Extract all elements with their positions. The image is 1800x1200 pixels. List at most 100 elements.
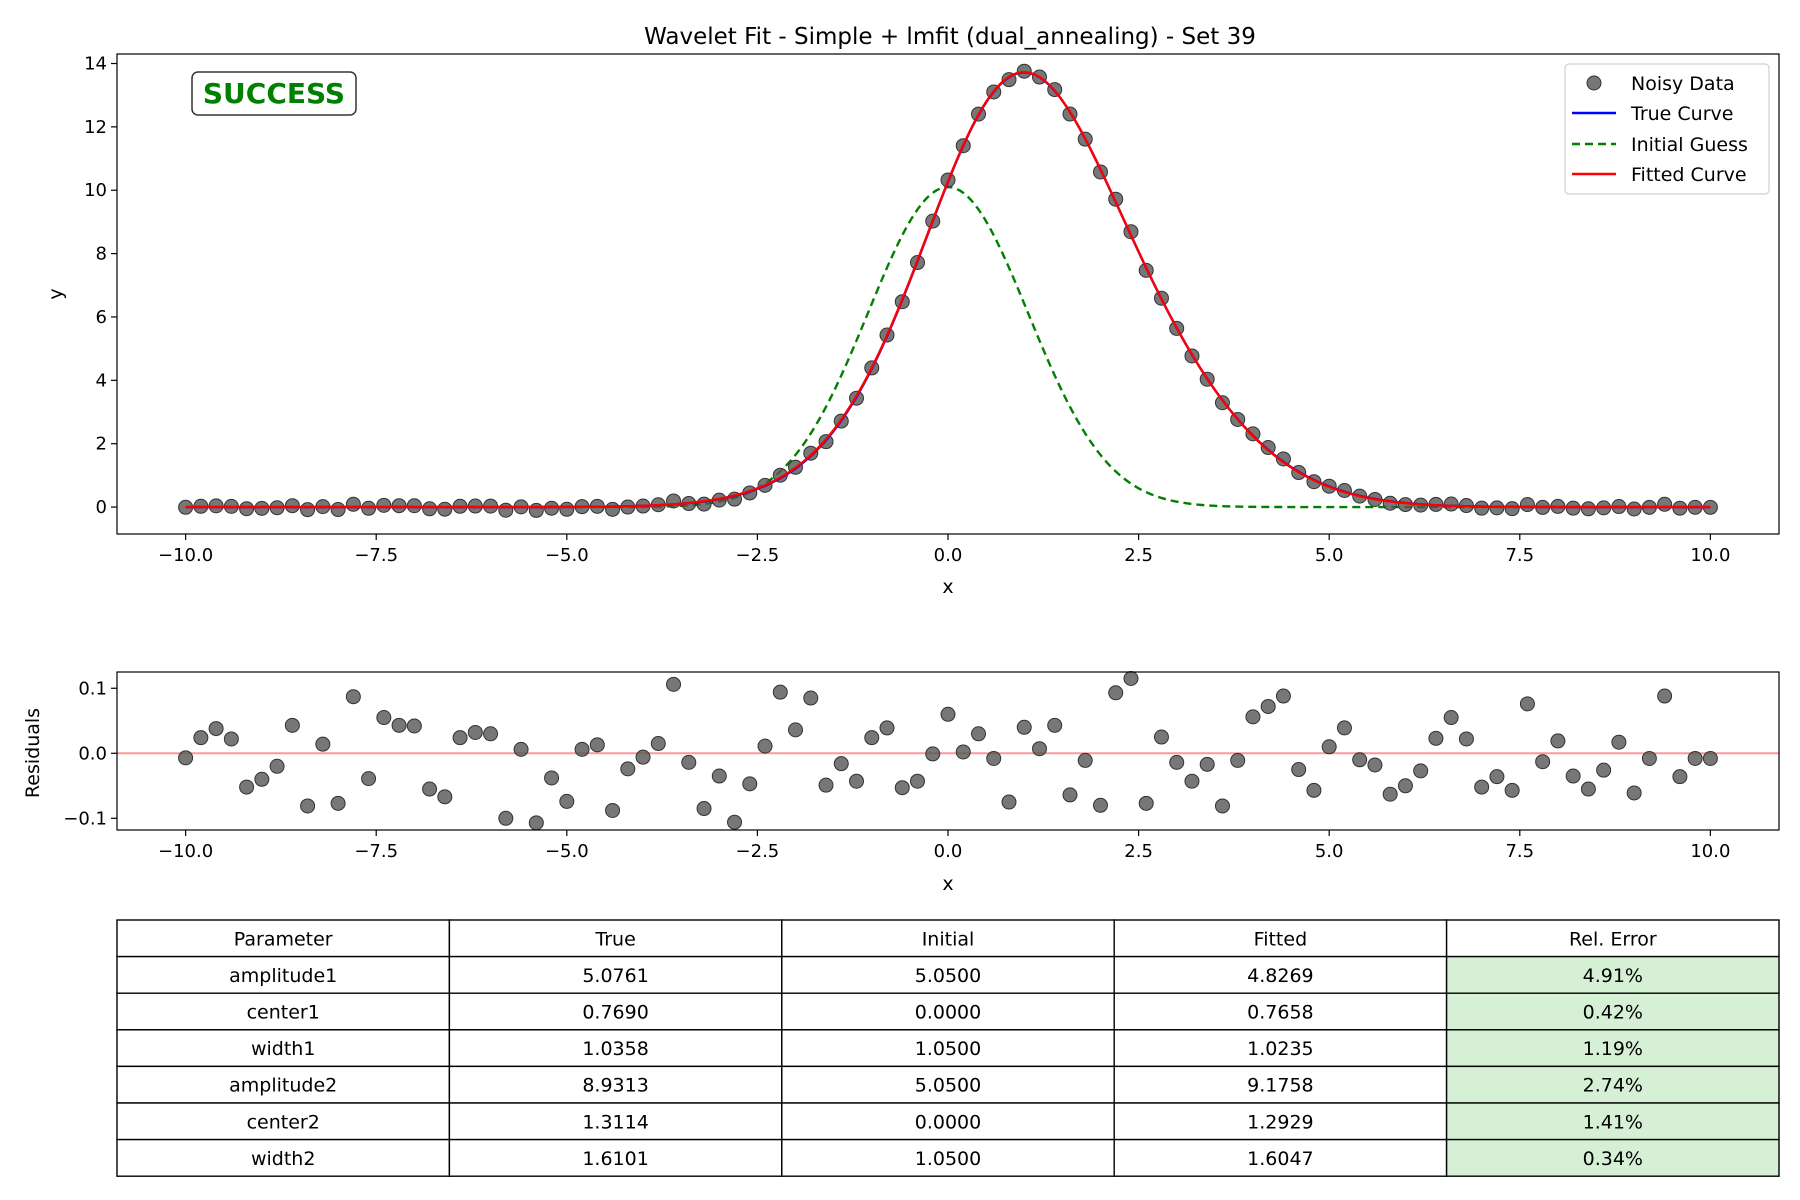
main-y-ticks: 0 2 4 6 8 10 12 14 (84, 54, 117, 518)
residual-point (727, 814, 743, 830)
residual-point (833, 756, 849, 772)
residual-point (452, 730, 468, 746)
residual-point (1535, 754, 1551, 770)
parameter-table: Parameter True Initial Fitted Rel. Error ampl… (116, 919, 1780, 1177)
table-cell (1445, 1065, 1780, 1104)
main-y-tick-label: 6 (96, 307, 107, 328)
residual-point (498, 810, 514, 826)
residuals-x-tick-label: 0.0 (934, 841, 963, 862)
residual-point (1413, 763, 1429, 779)
noisy-data-point (361, 500, 377, 516)
noisy-data-point (1657, 496, 1673, 512)
residuals-x-tick-label: −10.0 (158, 841, 213, 862)
residual-point (803, 690, 819, 706)
main-x-ticks: −10.0 −7.5 −5.0 −2.5 0.0 2.5 5.0 7.5 10.0 (158, 534, 1730, 566)
residual-point (1077, 752, 1093, 768)
residual-point (361, 771, 377, 787)
table-cell-value: 0.7658 (1247, 1002, 1313, 1024)
table-header-cell (781, 919, 1115, 958)
table-cell (1445, 955, 1780, 994)
table-cell-value: 1.0358 (582, 1038, 648, 1060)
table-header-cell (448, 919, 783, 958)
table-cell (116, 955, 451, 994)
residual-point (1230, 752, 1246, 768)
residual-point (788, 722, 804, 738)
residuals-x-ticks: −10.0 −7.5 −5.0 −2.5 0.0 2.5 5.0 7.5 10.0 (158, 830, 1730, 862)
residual-point (696, 801, 712, 817)
table-cell (1113, 955, 1448, 994)
residual-point (971, 726, 986, 742)
residual-point (300, 798, 316, 814)
table-header-cell (1445, 919, 1780, 958)
residual-point (223, 731, 239, 747)
residual-point (1580, 781, 1596, 797)
residual-point (1687, 750, 1703, 766)
residual-point (635, 749, 651, 765)
residual-point (1504, 782, 1520, 798)
residual-point (1565, 768, 1581, 784)
residual-point (605, 802, 621, 818)
table-cell (1113, 992, 1448, 1031)
main-plot-area (178, 63, 1718, 518)
table-cell-value: 1.3114 (582, 1111, 648, 1133)
residual-point (986, 750, 1002, 766)
residual-point (818, 777, 834, 793)
residuals-x-tick-label: −2.5 (736, 841, 780, 862)
noisy-data-point (666, 493, 682, 509)
residual-point (1245, 709, 1261, 725)
residuals-x-tick-label: 5.0 (1315, 841, 1344, 862)
residual-point (1428, 730, 1444, 746)
table-cell-value: 1.0500 (915, 1148, 981, 1170)
table-cell (1113, 1029, 1448, 1068)
table-cell (116, 1138, 451, 1177)
table-cell-value: 0.0000 (915, 1002, 981, 1024)
legend: Noisy Data True Curve Initial Guess Fitt… (1564, 63, 1770, 195)
noisy-data-point (1519, 497, 1535, 513)
main-y-tick-label: 2 (96, 434, 107, 455)
table-cell (781, 1065, 1115, 1104)
residual-point (650, 736, 666, 752)
noisy-data-point (284, 498, 300, 514)
main-x-tick-label: −10.0 (158, 545, 213, 566)
residuals-y-tick-label: 0.0 (78, 743, 107, 764)
residual-point (178, 750, 194, 766)
table-cell-value: 0.42% (1583, 1002, 1643, 1024)
residual-point (544, 770, 560, 786)
main-y-tick-label: 0 (96, 497, 107, 518)
noisy-data-point (376, 497, 392, 513)
noisy-data-point (498, 502, 514, 518)
residual-point (864, 730, 880, 746)
residuals-x-tick-label: −5.0 (545, 841, 589, 862)
main-x-tick-label: 0.0 (934, 545, 963, 566)
residuals-x-tick-label: 2.5 (1124, 841, 1153, 862)
noisy-data-point (391, 498, 407, 514)
table-cell-value: 1.0235 (1247, 1038, 1313, 1060)
noisy-data-point (406, 498, 422, 514)
residual-point (1092, 797, 1108, 813)
main-x-tick-label: −5.0 (545, 545, 589, 566)
residual-point (1702, 750, 1718, 766)
residual-point (1153, 729, 1169, 745)
residuals-plot-area (117, 671, 1779, 831)
table-cell (781, 955, 1115, 994)
table-header-cell (116, 919, 451, 958)
residuals-y-tick-label: −0.1 (63, 808, 107, 829)
residual-point (284, 717, 300, 733)
main-y-axis-label: y (45, 288, 67, 299)
residual-point (437, 789, 453, 805)
table-cell (1445, 992, 1780, 1031)
legend-label-fitted-curve: Fitted Curve (1631, 164, 1747, 186)
residual-point (1214, 798, 1230, 814)
main-x-tick-label: −7.5 (354, 545, 398, 566)
noisy-data-point (437, 501, 453, 517)
table-cell-value: width1 (251, 1038, 315, 1060)
residual-point (1672, 769, 1688, 785)
table-cell-value: 1.0500 (915, 1038, 981, 1060)
residual-point (208, 721, 224, 737)
residuals-x-tick-label: 7.5 (1505, 841, 1534, 862)
table-cell-value: amplitude2 (229, 1075, 337, 1097)
residuals-x-tick-label: 10.0 (1690, 841, 1730, 862)
table-cell (448, 955, 783, 994)
legend-marker-noisy-data (1586, 75, 1602, 91)
main-y-tick-label: 12 (84, 117, 107, 138)
